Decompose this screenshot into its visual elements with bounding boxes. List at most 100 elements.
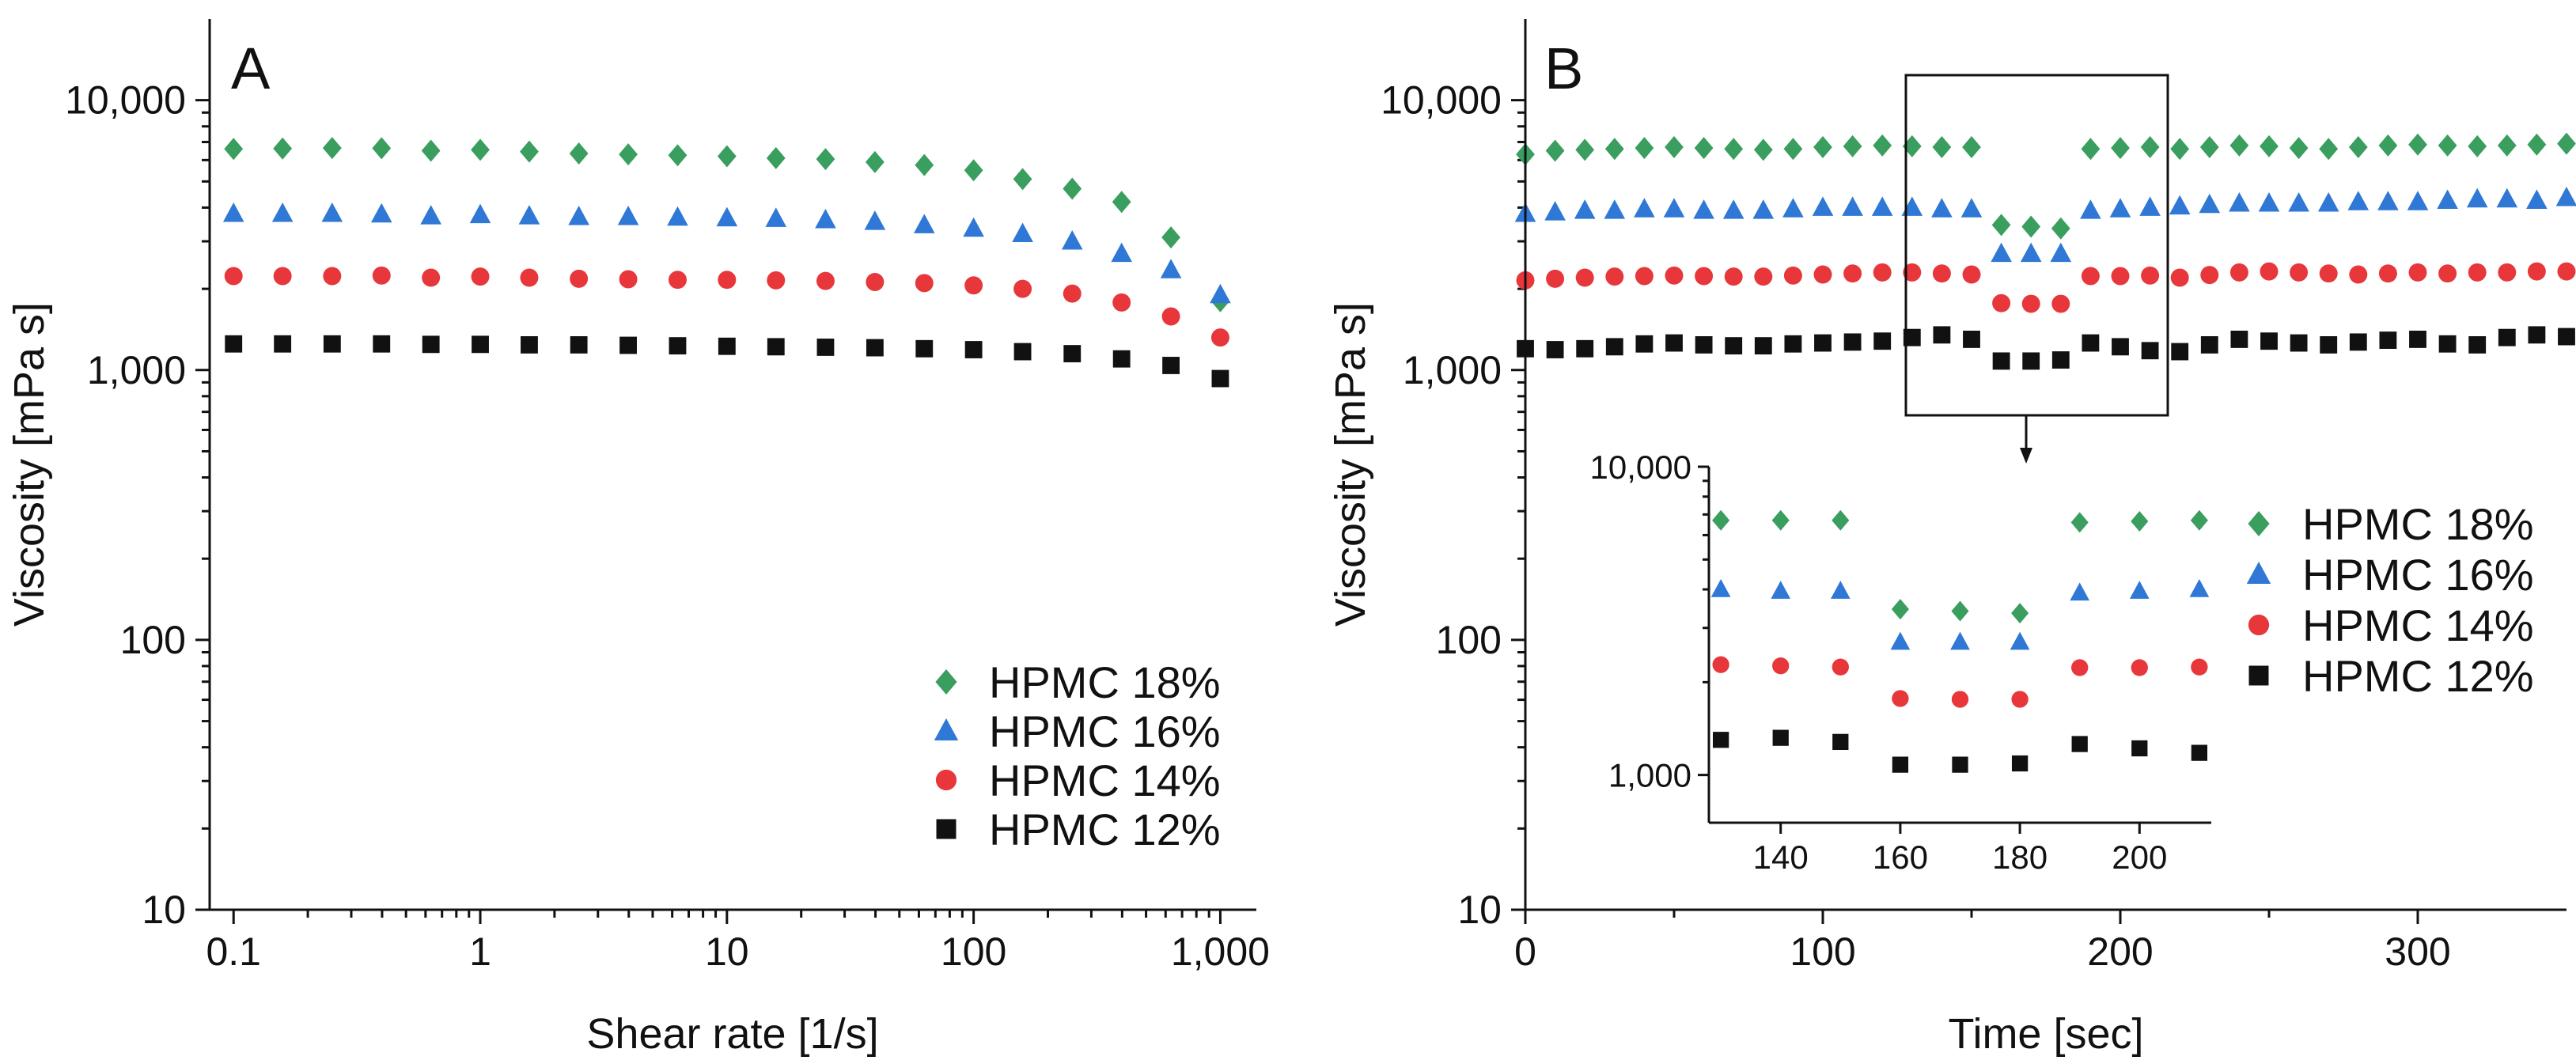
data-point [1754,337,1772,355]
data-point [1932,264,1951,283]
data-point [2347,191,2370,210]
data-point [2141,342,2159,360]
data-point [1575,268,1594,287]
data-point [2408,133,2427,156]
data-point [1544,201,1566,221]
data-point [569,142,589,165]
data-point [2230,331,2248,348]
data-point [2468,263,2487,282]
legend-label: HPMC 12% [989,805,1221,854]
inset-data-point [1890,631,1911,650]
data-point [2288,191,2309,212]
y-tick-label: 100 [1436,618,1502,662]
data-point [1063,284,1082,303]
inset-data-point [2191,744,2208,761]
data-point [1635,335,1654,353]
data-point [2139,196,2161,216]
data-point [718,337,736,355]
data-point [420,205,441,225]
data-point [2290,263,2309,282]
data-point [1695,267,1714,286]
data-point [224,267,243,286]
panel-b-label: B [1544,36,1583,101]
data-point [1933,326,1951,344]
legend-label: HPMC 12% [2302,651,2534,701]
data-point [2290,334,2308,352]
data-point [2111,267,2130,286]
data-point [2466,187,2488,208]
legend-marker [2248,511,2270,536]
data-point [2349,333,2367,351]
inset-y-tick-label: 1,000 [1608,757,1691,794]
data-point [2319,138,2339,161]
data-point [1545,139,1565,162]
data-point [1903,263,1922,282]
data-point [1112,293,1131,312]
data-point [619,270,638,289]
data-point [520,268,539,287]
inset-data-point [1892,756,1909,773]
data-point [1960,198,1983,218]
data-point [1814,334,1832,352]
data-point [2526,189,2548,209]
inset-data-point [2071,659,2089,676]
inset-x-tick-label: 200 [2112,839,2167,876]
data-point [1992,293,2011,312]
data-point [718,271,737,290]
inset-data-point [2131,740,2148,757]
chart-panel-a: A 0.1 1 10 100 1,000 10 100 1,000 10,000 Shear r… [6,19,1270,1058]
data-point [2527,262,2546,281]
inset-data-point [2190,509,2208,531]
data-point [915,339,934,358]
data-point [2112,338,2129,356]
data-point [373,335,391,353]
data-point [1991,242,2012,263]
panel-b-x-title: Time [sec] [1948,1010,2143,1058]
inset-data-point [2011,755,2029,772]
data-point [2200,336,2218,354]
data-point [2527,133,2547,156]
data-point [2051,351,2070,369]
inset-data-point [1891,599,1909,620]
data-point [866,339,884,357]
data-point [668,271,687,290]
data-point [1962,136,1981,159]
data-point [1902,134,1922,157]
data-point [964,276,983,295]
data-point [1753,138,1773,161]
data-point [2170,138,2190,161]
data-point [2109,198,2131,218]
data-point [2496,187,2518,208]
legend-marker [2248,614,2270,636]
data-point [1574,199,1596,219]
inset-data-point [2011,691,2029,708]
data-point [421,139,441,162]
data-point [2169,195,2191,215]
data-point [1783,266,1802,285]
data-point [2081,138,2101,161]
data-point [2050,242,2072,263]
data-point [1605,267,1624,286]
data-point [1012,222,1033,242]
inset-data-point [1771,581,1791,599]
data-point [1813,136,1832,159]
data-point [2348,136,2368,159]
data-point [323,267,342,286]
data-point [1724,138,1744,161]
data-point [1694,137,1714,160]
panel-a-label: A [231,36,271,101]
data-point [1575,138,1595,161]
data-point [225,335,243,353]
x-tick-label: 100 [1790,930,1855,974]
x-tick-label: 200 [2087,930,2153,974]
data-point [1546,269,1565,288]
y-tick-label: 100 [120,618,186,662]
x-tick-label: 0.1 [206,930,261,974]
data-point [2407,191,2429,210]
data-point [816,148,835,171]
data-point [619,336,637,354]
data-point [1932,136,1952,159]
data-point [1634,198,1655,218]
legend-label: HPMC 18% [2302,499,2534,549]
